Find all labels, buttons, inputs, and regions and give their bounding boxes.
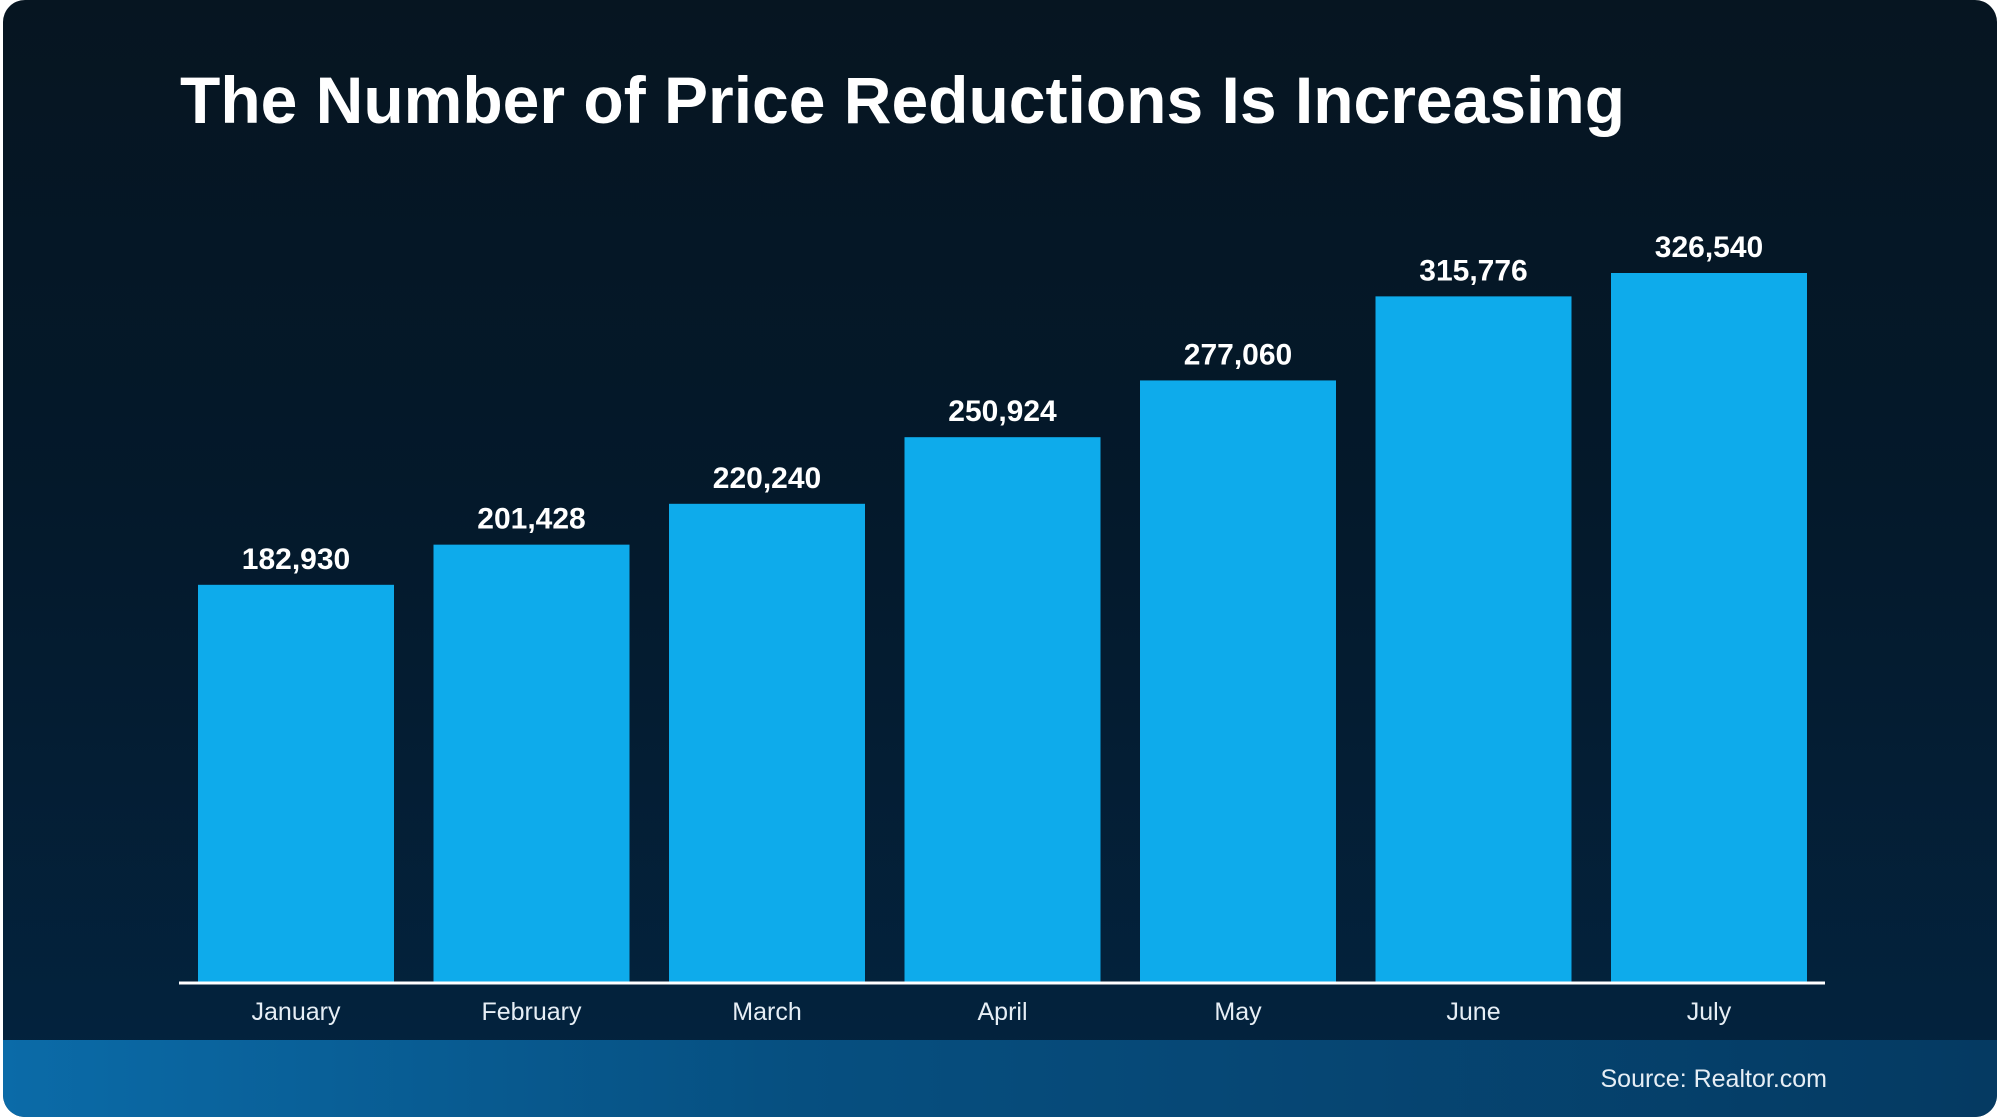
- bar-chart: 182,930 January 201,428 February 220,240 Marc…: [179, 231, 1825, 1026]
- x-tick-label: July: [1687, 998, 1732, 1026]
- data-label: 315,776: [1419, 254, 1527, 287]
- data-label: 201,428: [477, 503, 585, 536]
- data-label: 277,060: [1184, 338, 1292, 371]
- x-tick-label: April: [977, 998, 1027, 1026]
- bar-march: [669, 503, 865, 982]
- source-note: Source: Realtor.com: [1600, 1065, 1828, 1093]
- x-tick-label: May: [1214, 998, 1262, 1026]
- footer-band: Source: Realtor.com: [3, 1040, 1997, 1117]
- data-label: 326,540: [1655, 231, 1763, 264]
- chart-title: The Number of Price Reductions Is Increa…: [180, 63, 1626, 137]
- bar-june: [1375, 296, 1572, 982]
- data-label: 220,240: [713, 462, 821, 495]
- x-tick-label: February: [481, 998, 582, 1026]
- data-label: 182,930: [242, 543, 350, 576]
- data-label: 250,924: [948, 395, 1057, 428]
- bar-may: [1140, 380, 1336, 982]
- x-tick-label: March: [732, 998, 801, 1026]
- slide: The Number of Price Reductions Is Increa…: [3, 0, 1997, 1117]
- x-tick-label: January: [252, 998, 341, 1026]
- bar-april: [904, 437, 1101, 982]
- bar-january: [198, 584, 394, 982]
- x-tick-label: June: [1446, 998, 1500, 1026]
- bar-february: [433, 544, 630, 982]
- bar-july: [1611, 273, 1807, 982]
